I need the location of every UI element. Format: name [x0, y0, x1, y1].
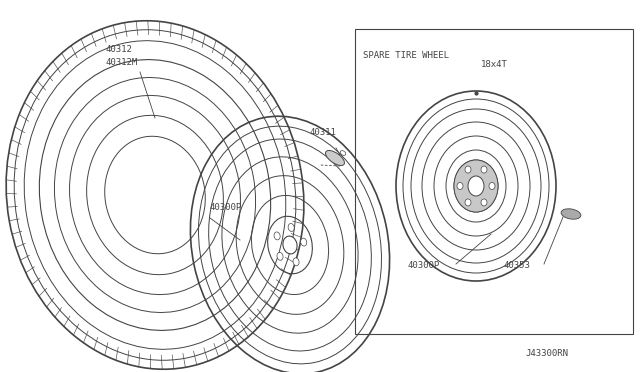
Ellipse shape	[465, 199, 471, 206]
Ellipse shape	[293, 258, 299, 266]
Text: 40300P: 40300P	[210, 203, 243, 212]
Text: 40312: 40312	[105, 45, 132, 54]
Text: 40300P: 40300P	[408, 261, 440, 270]
Text: SPARE TIRE WHEEL: SPARE TIRE WHEEL	[363, 51, 449, 60]
Ellipse shape	[481, 166, 487, 173]
Ellipse shape	[489, 183, 495, 189]
Text: J43300RN: J43300RN	[525, 349, 568, 358]
Ellipse shape	[288, 224, 294, 231]
Bar	[355, 29, 633, 334]
Text: 40353: 40353	[504, 261, 531, 270]
Text: 40312M: 40312M	[105, 58, 137, 67]
Ellipse shape	[283, 236, 297, 254]
Ellipse shape	[481, 199, 487, 206]
Ellipse shape	[326, 151, 344, 166]
Ellipse shape	[468, 176, 484, 196]
Text: 40311: 40311	[310, 128, 337, 137]
Text: 18x4T: 18x4T	[481, 60, 508, 69]
Ellipse shape	[561, 209, 581, 219]
Ellipse shape	[301, 238, 307, 246]
Ellipse shape	[274, 232, 280, 240]
Ellipse shape	[340, 151, 346, 155]
Ellipse shape	[454, 160, 498, 212]
Ellipse shape	[465, 166, 471, 173]
Ellipse shape	[277, 252, 283, 260]
Ellipse shape	[457, 183, 463, 189]
